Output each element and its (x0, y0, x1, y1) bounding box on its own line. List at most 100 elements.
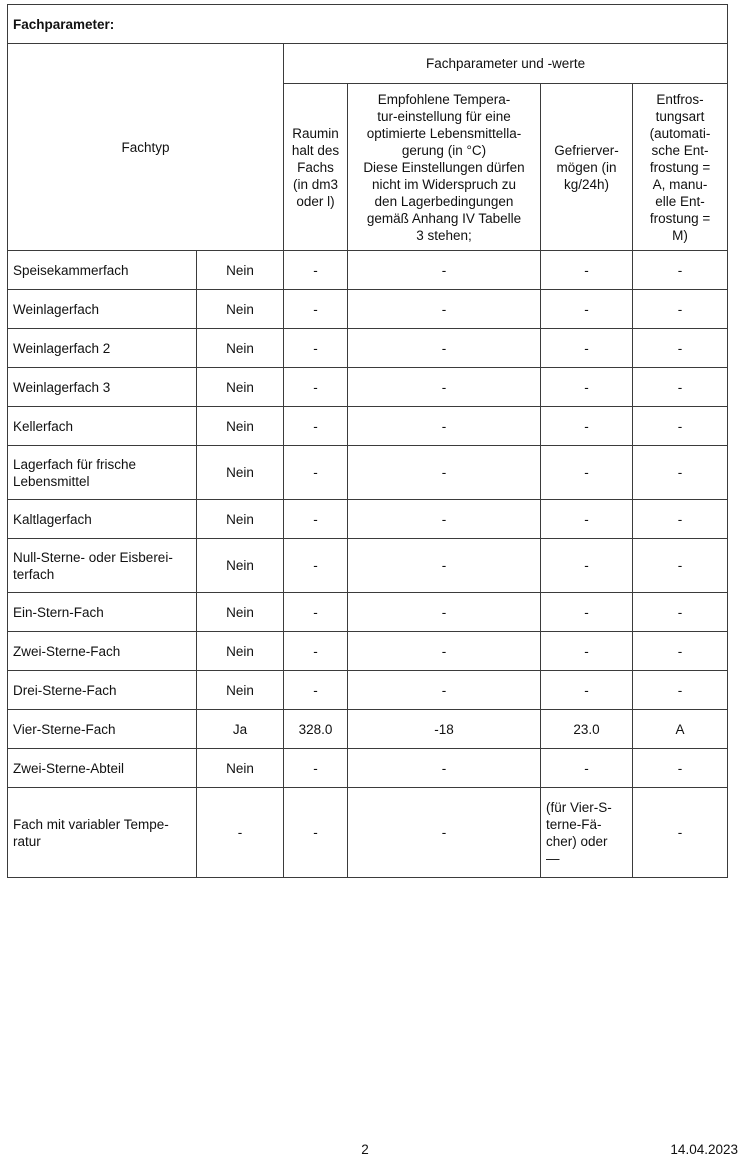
cell-rauminhalt: - (283, 499, 348, 539)
cell-gefriervermoegen: (für Vier-S- terne-Fä- cher) oder — (540, 787, 633, 878)
cell-rauminhalt: - (283, 367, 348, 407)
table-row: Kaltlagerfach Nein - - - - (7, 499, 729, 539)
cell-rauminhalt: - (283, 631, 348, 671)
table-row: Speisekammerfach Nein - - - - (7, 250, 729, 290)
table-row: Kellerfach Nein - - - - (7, 406, 729, 446)
cell-gefriervermoegen: - (540, 592, 633, 632)
table-row: Vier-Sterne-Fach Ja 328.0 -18 23.0 A (7, 709, 729, 749)
cell-rauminhalt: - (283, 406, 348, 446)
cell-entfrostungsart: - (631, 289, 729, 329)
cell-vorhanden: Nein (196, 289, 284, 329)
cell-entfrostungsart: - (631, 538, 729, 593)
cell-rauminhalt: - (283, 748, 348, 788)
table-row: Lagerfach für frische Lebensmittel Nein … (7, 445, 729, 500)
cell-entfrostungsart: - (631, 367, 729, 407)
cell-temperatur: - (347, 367, 541, 407)
subheader-row: Raumin halt des Fachs (in dm3 oder l) Em… (8, 83, 729, 251)
group-header: Fachparameter und -werte (282, 43, 729, 84)
column-header-rauminhalt: Raumin halt des Fachs (in dm3 oder l) (283, 83, 348, 251)
footer-date: 14.04.2023 (670, 1142, 738, 1157)
cell-gefriervermoegen: - (540, 328, 633, 368)
cell-entfrostungsart: - (631, 499, 729, 539)
page-footer: 2 14.04.2023 (0, 1142, 750, 1162)
cell-vorhanden: Nein (196, 592, 284, 632)
cell-entfrostungsart: - (631, 670, 729, 710)
cell-temperatur: - (347, 328, 541, 368)
title-row: Fachparameter: (6, 4, 729, 44)
cell-temperatur: - (347, 499, 541, 539)
cell-rauminhalt: - (283, 592, 348, 632)
cell-temperatur: -18 (347, 709, 541, 749)
cell-rauminhalt: - (283, 787, 348, 878)
section-title: Fachparameter: (6, 4, 729, 44)
column-header-gefriervermoegen: Gefrierver- mögen (in kg/24h) (540, 83, 633, 251)
cell-gefriervermoegen: - (540, 445, 633, 500)
cell-entfrostungsart: - (631, 328, 729, 368)
cell-gefriervermoegen: - (540, 289, 633, 329)
table-row: Drei-Sterne-Fach Nein - - - - (7, 670, 729, 710)
cell-vorhanden: Nein (196, 367, 284, 407)
cell-entfrostungsart: - (631, 592, 729, 632)
cell-gefriervermoegen: - (540, 499, 633, 539)
cell-temperatur: - (347, 445, 541, 500)
cell-vorhanden: Nein (196, 631, 284, 671)
table-row: Ein-Stern-Fach Nein - - - - (7, 592, 729, 632)
cell-vorhanden: Nein (196, 406, 284, 446)
cell-entfrostungsart: - (631, 250, 729, 290)
table-row: Weinlagerfach Nein - - - - (7, 289, 729, 329)
group-header-row: Fachtyp Fachparameter und -werte (7, 43, 729, 251)
cell-fachtyp: Lagerfach für frische Lebensmittel (7, 445, 197, 500)
cell-gefriervermoegen: - (540, 670, 633, 710)
cell-rauminhalt: - (283, 289, 348, 329)
cell-fachtyp: Vier-Sterne-Fach (7, 709, 197, 749)
cell-rauminhalt: - (283, 250, 348, 290)
cell-rauminhalt: 328.0 (283, 709, 348, 749)
cell-gefriervermoegen: - (540, 538, 633, 593)
cell-fachtyp: Weinlagerfach 2 (7, 328, 197, 368)
table-row: Null-Sterne- oder Eisberei- terfach Nein… (7, 538, 729, 593)
cell-vorhanden: Nein (196, 499, 284, 539)
cell-fachtyp: Null-Sterne- oder Eisberei- terfach (7, 538, 197, 593)
cell-vorhanden: Nein (196, 445, 284, 500)
cell-vorhanden: Nein (196, 748, 284, 788)
cell-vorhanden: Nein (196, 250, 284, 290)
cell-gefriervermoegen: - (540, 367, 633, 407)
cell-gefriervermoegen: - (540, 631, 633, 671)
cell-gefriervermoegen: - (540, 250, 633, 290)
cell-vorhanden: Ja (196, 709, 284, 749)
cell-rauminhalt: - (283, 328, 348, 368)
cell-fachtyp: Kellerfach (7, 406, 197, 446)
fachparameter-table: Fachparameter: Fachtyp Fachparameter und… (6, 4, 729, 878)
cell-entfrostungsart: A (631, 709, 729, 749)
cell-fachtyp: Fach mit variabler Tempe- ratur (7, 787, 197, 878)
cell-fachtyp: Zwei-Sterne-Abteil (7, 748, 197, 788)
cell-temperatur: - (347, 592, 541, 632)
cell-entfrostungsart: - (631, 787, 729, 878)
fachparameter-sheet: Fachparameter: Fachtyp Fachparameter und… (6, 4, 729, 878)
column-header-temperatur: Empfohlene Tempera- tur-einstellung für … (347, 83, 541, 251)
cell-gefriervermoegen: - (540, 748, 633, 788)
cell-rauminhalt: - (283, 445, 348, 500)
cell-vorhanden: Nein (196, 328, 284, 368)
cell-temperatur: - (347, 631, 541, 671)
cell-entfrostungsart: - (631, 445, 729, 500)
cell-gefriervermoegen: - (540, 406, 633, 446)
cell-temperatur: - (347, 748, 541, 788)
cell-rauminhalt: - (283, 538, 348, 593)
cell-temperatur: - (347, 406, 541, 446)
column-header-fachtyp: Fachtyp (7, 43, 284, 251)
cell-vorhanden: - (196, 787, 284, 878)
cell-gefriervermoegen: 23.0 (540, 709, 633, 749)
cell-temperatur: - (347, 250, 541, 290)
table-row: Weinlagerfach 3 Nein - - - - (7, 367, 729, 407)
cell-fachtyp: Zwei-Sterne-Fach (7, 631, 197, 671)
cell-fachtyp: Drei-Sterne-Fach (7, 670, 197, 710)
cell-entfrostungsart: - (631, 406, 729, 446)
cell-vorhanden: Nein (196, 670, 284, 710)
cell-fachtyp: Ein-Stern-Fach (7, 592, 197, 632)
cell-fachtyp: Weinlagerfach 3 (7, 367, 197, 407)
cell-rauminhalt: - (283, 670, 348, 710)
cell-fachtyp: Weinlagerfach (7, 289, 197, 329)
cell-entfrostungsart: - (631, 631, 729, 671)
